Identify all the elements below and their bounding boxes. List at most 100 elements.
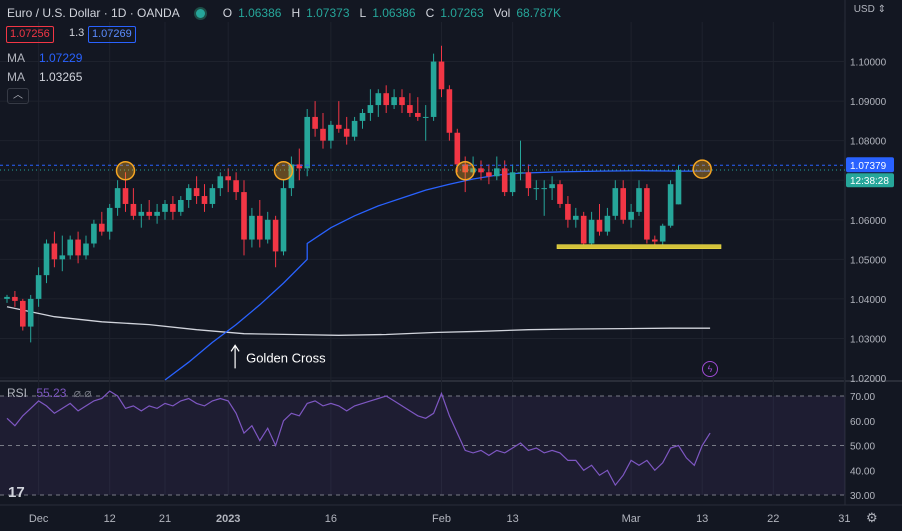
candle-body (106, 207, 113, 232)
candle-body (43, 243, 50, 276)
candle-body (375, 93, 382, 106)
candle-body (146, 211, 152, 216)
candle-body (438, 61, 445, 90)
candle-body (336, 124, 342, 129)
time-axis[interactable]: Dec 12 21 2023 16 Feb 13 Mar 13 22 31 (29, 513, 851, 525)
candle-body (462, 164, 468, 173)
rsi-band (0, 396, 845, 495)
candle-body (122, 188, 129, 204)
symbol-title[interactable]: Euro / U.S. Dollar · 1D · OANDA (7, 6, 180, 20)
rsi-tick-label: 60.00 (850, 417, 875, 428)
rsi-tick-label: 50.00 (850, 442, 875, 453)
candle-body (454, 132, 461, 165)
candle-body (138, 211, 145, 216)
countdown-badge (846, 173, 894, 188)
candle-body (51, 243, 58, 260)
candle-body (359, 112, 366, 121)
candle-body (620, 188, 626, 220)
ma-fast-value: 1.07229 (39, 51, 83, 65)
candle-body (501, 168, 508, 193)
candle-body (209, 188, 216, 204)
highlight-circle (273, 160, 294, 181)
candle-body (75, 239, 81, 256)
chevron-up-icon: ︿ (13, 90, 23, 101)
candle-body (565, 203, 571, 220)
open-value: 1.06386 (238, 6, 282, 20)
candle-body (533, 188, 540, 190)
price-tick-label: 1.02000 (850, 374, 887, 385)
candle-body (509, 172, 516, 193)
price-tick-label: 1.05000 (850, 255, 887, 266)
candle-body (541, 188, 547, 190)
lightning-icon[interactable]: ϟ (702, 361, 718, 377)
last-price-label: 1.07379 (850, 161, 887, 172)
ma-fast-line (164, 170, 711, 381)
currency-selector[interactable]: USD ⇕ (854, 4, 886, 15)
time-tick-label: 31 (838, 513, 850, 525)
candle-body (99, 223, 105, 232)
gear-icon[interactable]: ⚙ (866, 510, 878, 525)
candle-body (446, 89, 453, 133)
high-label: H (291, 6, 301, 20)
candle-body (320, 128, 326, 141)
candle-body (667, 184, 674, 226)
last-price-badge (846, 157, 894, 173)
candle-body (407, 105, 413, 113)
currency-label: USD (853, 4, 875, 15)
candle-body (644, 188, 650, 240)
rsi-tick-label: 30.00 (850, 491, 875, 502)
close-label: C (425, 6, 435, 20)
candle-body (114, 188, 121, 208)
candle-body (280, 188, 287, 252)
candle-body (580, 215, 587, 244)
candle-body (659, 225, 666, 242)
candle-body (178, 200, 184, 212)
candle-body (399, 97, 405, 106)
ma-fast-legend[interactable]: MA 1.07229 (7, 51, 82, 65)
price-grid (0, 0, 902, 506)
price-pane-background (0, 10, 845, 378)
ma-slow-legend[interactable]: MA 1.03265 (7, 70, 82, 84)
close-value: 1.07263 (440, 6, 484, 20)
buy-price-button[interactable]: 1.07269 (88, 26, 136, 43)
candle-body (83, 243, 89, 256)
ma-slow-label: MA (7, 70, 25, 84)
rsi-line (6, 390, 711, 487)
highlight-circle (692, 159, 712, 179)
candle-body (367, 105, 374, 113)
candle-body (636, 188, 642, 212)
candle-body (201, 196, 208, 204)
time-tick-label: Mar (622, 513, 641, 525)
low-value: 1.06386 (372, 6, 416, 20)
chart-header: Euro / U.S. Dollar · 1D · OANDA O 1.06386… (7, 6, 561, 20)
candle-body (596, 219, 603, 232)
candle-body (652, 239, 658, 242)
candle-body (415, 112, 421, 117)
candlestick-series (4, 45, 682, 343)
time-tick-label: 21 (159, 513, 171, 525)
price-tick-label: 1.03000 (850, 334, 887, 345)
candle-body (343, 128, 350, 137)
candle-body (185, 188, 192, 200)
rsi-legend[interactable]: RSI 55.23 ⌀ ⌀ (7, 386, 92, 400)
candle-body (328, 124, 334, 141)
candle-body (12, 296, 18, 301)
price-axis[interactable]: 1.020001.030001.040001.050001.060001.070… (846, 58, 894, 502)
sell-price-button[interactable]: 1.07256 (6, 26, 54, 43)
candle-body (604, 215, 611, 232)
time-tick-label: 13 (696, 513, 708, 525)
hidden-value-icon: ⌀ ⌀ (73, 386, 92, 400)
ma-slow-line (6, 306, 711, 336)
candle-body (130, 203, 137, 216)
collapse-legend-button[interactable]: ︿ (7, 88, 29, 104)
candle-body (193, 188, 200, 197)
candle-body (486, 172, 492, 177)
volume-value: 68.787K (516, 6, 562, 20)
time-tick-label: 22 (767, 513, 779, 525)
candle-body (170, 203, 176, 212)
candle-body (517, 172, 524, 174)
candle-body (628, 211, 634, 220)
golden-cross-arrowhead (230, 344, 240, 352)
highlight-circle (455, 160, 475, 181)
